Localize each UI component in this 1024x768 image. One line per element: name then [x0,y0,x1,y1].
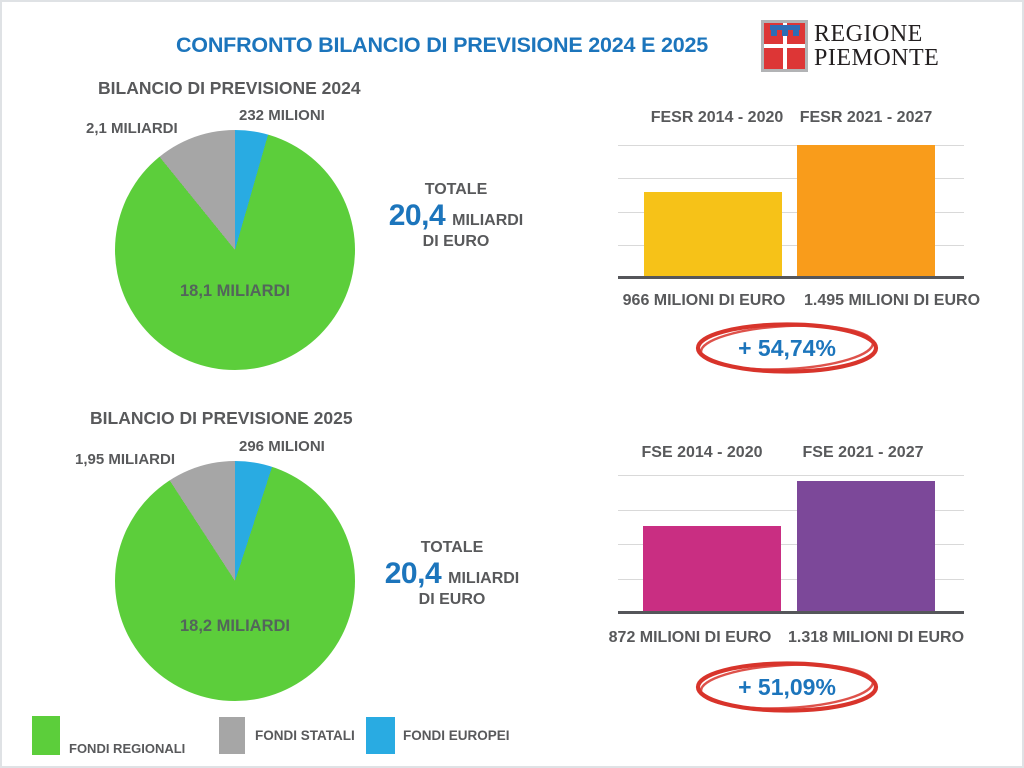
section-title-2024: BILANCIO DI PREVISIONE 2024 [98,78,361,98]
pie-2025-label-fondi-regionali: 18,2 MILIARDI [179,617,291,635]
pie-chart-2024: 18,1 MILIARDI [115,130,355,370]
pie-chart-2025: 18,2 MILIARDI [115,461,355,701]
fesr-bar-chart [618,145,964,279]
fesr-2021-2027-value: 1.495 MILIONI DI EURO [803,292,981,309]
logo-wordmark: REGIONE PIEMONTE [814,22,939,70]
fesr-2014-2020-header: FESR 2014 - 2020 [650,109,784,126]
logo-line-piemonte: PIEMONTE [814,45,940,71]
regione-piemonte-logo: REGIONE PIEMONTE [761,20,939,72]
fse-2014-2020-header: FSE 2014 - 2020 [641,444,763,461]
hand-drawn-ellipse-icon [695,322,879,374]
fse-2014-2020-bar [643,525,781,613]
pie-2025-label-fondi-europei: 296 MILIONI [239,438,325,455]
fesr-2014-2020-bar [644,192,782,278]
legend-label-fondi-statali: FONDI STATALI [255,728,355,743]
total-2025-unit: MILIARDI [448,570,520,587]
legend-label-fondi-regionali: FONDI REGIONALI COMPRENSIVO DI FONDO SAN… [69,741,186,756]
fesr-delta-label: + 54,74% [738,334,836,361]
hand-drawn-ellipse-icon [695,661,879,713]
legend-label-fondi-europei: FONDI EUROPEI [403,728,510,743]
legend-swatch-fondi-statali [219,717,245,754]
total-2024-unit: MILIARDI [452,212,524,229]
logo-line-regione: REGIONE [814,21,923,47]
pie-2024-label-fondi-statali: 2,1 MILIARDI [86,120,178,137]
legend-swatch-fondi-regionali [32,716,60,755]
section-title-2025: BILANCIO DI PREVISIONE 2025 [90,408,353,428]
regione-piemonte-crest-icon [761,20,808,72]
pie-2024-label-fondi-europei: 232 MILIONI [239,107,325,124]
fse-2021-2027-value: 1.318 MILIONI DI EURO [788,629,965,646]
fse-2021-2027-bar [797,481,935,613]
fesr-2021-2027-bar [797,145,935,278]
pie-2025-label-fondi-statali: 1,95 MILIARDI [75,451,176,468]
lambello-icon [769,25,800,36]
total-2025-value: 20,4 [384,557,442,590]
fesr-axis-baseline [618,276,964,279]
total-2025-label: TOTALE [420,539,484,556]
fse-2014-2020-value: 872 MILIONI DI EURO [608,629,772,646]
pie-2024-label-fondi-regionali: 18,1 MILIARDI [179,282,291,300]
fse-bar-chart [618,475,964,614]
total-2024: TOTALE 20,4 MILIARDI DI EURO [382,181,530,251]
total-2024-label: TOTALE [424,181,488,198]
fesr-2021-2027-header: FESR 2021 - 2027 [799,109,933,126]
fse-axis-baseline [618,611,964,614]
fesr-delta-annotation: + 54,74% [694,321,880,375]
total-2025-unit2: DI EURO [418,591,486,608]
fse-delta-annotation: + 51,09% [694,660,880,714]
fse-2021-2027-header: FSE 2021 - 2027 [802,444,924,461]
legend-swatch-fondi-europei [366,717,395,754]
page-title: CONFRONTO BILANCIO DI PREVISIONE 2024 E … [175,33,709,57]
fse-delta-label: + 51,09% [738,673,836,700]
total-2024-value: 20,4 [388,199,446,232]
fesr-2014-2020-value: 966 MILIONI DI EURO [622,292,786,309]
total-2025: TOTALE 20,4 MILIARDI DI EURO [378,539,526,609]
total-2024-unit2: DI EURO [422,233,490,250]
